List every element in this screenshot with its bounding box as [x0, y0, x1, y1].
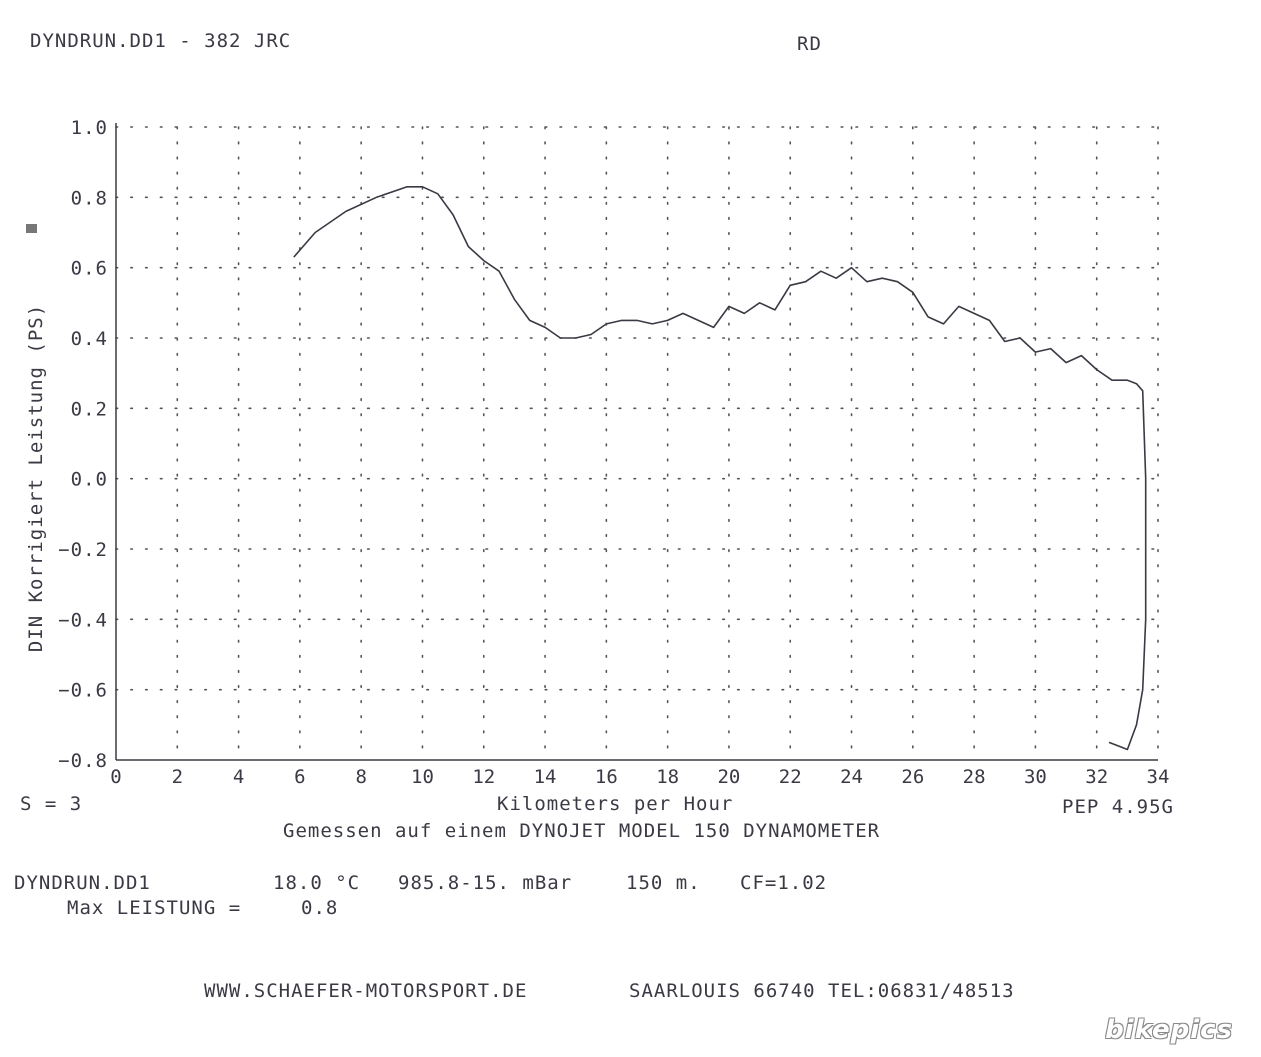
series-layer [293, 186, 1147, 751]
pep-note: PEP 4.95G [1062, 796, 1174, 818]
info-pressure: 985.8-15. mBar [398, 872, 573, 894]
x-tick-label: 28 [963, 766, 986, 788]
y-tick-label: −0.8 [58, 750, 108, 772]
x-tick-label: 2 [172, 766, 183, 788]
max-power-label: Max LEISTUNG = [67, 897, 242, 919]
marker-square-icon [26, 224, 37, 233]
info-cf: CF=1.02 [740, 872, 828, 894]
info-file: DYNDRUN.DD1 [14, 872, 151, 894]
x-tick-label: 0 [110, 766, 121, 788]
watermark-logo: bikepics [1105, 1015, 1233, 1045]
y-tick-label: −0.4 [58, 609, 108, 631]
power-curve-line [293, 186, 1147, 751]
y-tick-label: 0.2 [71, 398, 108, 420]
x-tick-labels: 0 2 4 6 8 10 12 14 16 18 20 22 24 26 28 30 32 34 [110, 766, 1169, 788]
x-tick-label: 14 [534, 766, 557, 788]
y-tick-labels: 1.0 0.8 0.6 0.4 0.2 0.0 −0.2 −0.4 −0.6 −0.8 [58, 117, 108, 772]
x-tick-label: 4 [233, 766, 244, 788]
x-tick-label: 18 [656, 766, 679, 788]
y-tick-label: −0.2 [58, 539, 108, 561]
info-altitude: 150 m. [626, 872, 701, 894]
x-tick-label: 22 [779, 766, 802, 788]
max-power-value: 0.8 [301, 897, 339, 919]
grid-layer [115, 126, 1159, 761]
x-tick-label: 12 [472, 766, 495, 788]
x-tick-label: 32 [1085, 766, 1108, 788]
y-axis-label: DIN Korrigiert Leistung (PS) [25, 304, 47, 652]
footer-address: SAARLOUIS 66740 TEL:06831/48513 [629, 980, 1015, 1002]
axes-layer [115, 123, 1158, 761]
measured-note: Gemessen auf einem DYNOJET MODEL 150 DYN… [283, 820, 881, 842]
x-tick-label: 8 [355, 766, 366, 788]
run-code: RD [797, 33, 822, 55]
x-tick-label: 16 [595, 766, 618, 788]
footer-website: WWW.SCHAEFER-MOTORSPORT.DE [204, 980, 528, 1002]
info-temp: 18.0 °C [273, 872, 361, 894]
x-tick-label: 30 [1024, 766, 1047, 788]
x-tick-label: 10 [411, 766, 434, 788]
y-tick-label: 0.8 [71, 187, 108, 209]
y-tick-label: 0.0 [71, 469, 108, 491]
y-tick-label: −0.6 [58, 680, 108, 702]
x-tick-label: 6 [294, 766, 305, 788]
x-tick-label: 24 [840, 766, 863, 788]
x-tick-label: 34 [1147, 766, 1170, 788]
y-tick-label: 0.4 [71, 328, 108, 350]
y-tick-label: 0.6 [71, 258, 108, 280]
file-title: DYNDRUN.DD1 - 382 JRC [30, 30, 292, 52]
y-tick-label: 1.0 [71, 117, 108, 139]
x-tick-label: 20 [717, 766, 740, 788]
x-axis-label: Kilometers per Hour [497, 793, 734, 815]
smoothing-note: S = 3 [20, 793, 83, 815]
x-tick-label: 26 [901, 766, 924, 788]
